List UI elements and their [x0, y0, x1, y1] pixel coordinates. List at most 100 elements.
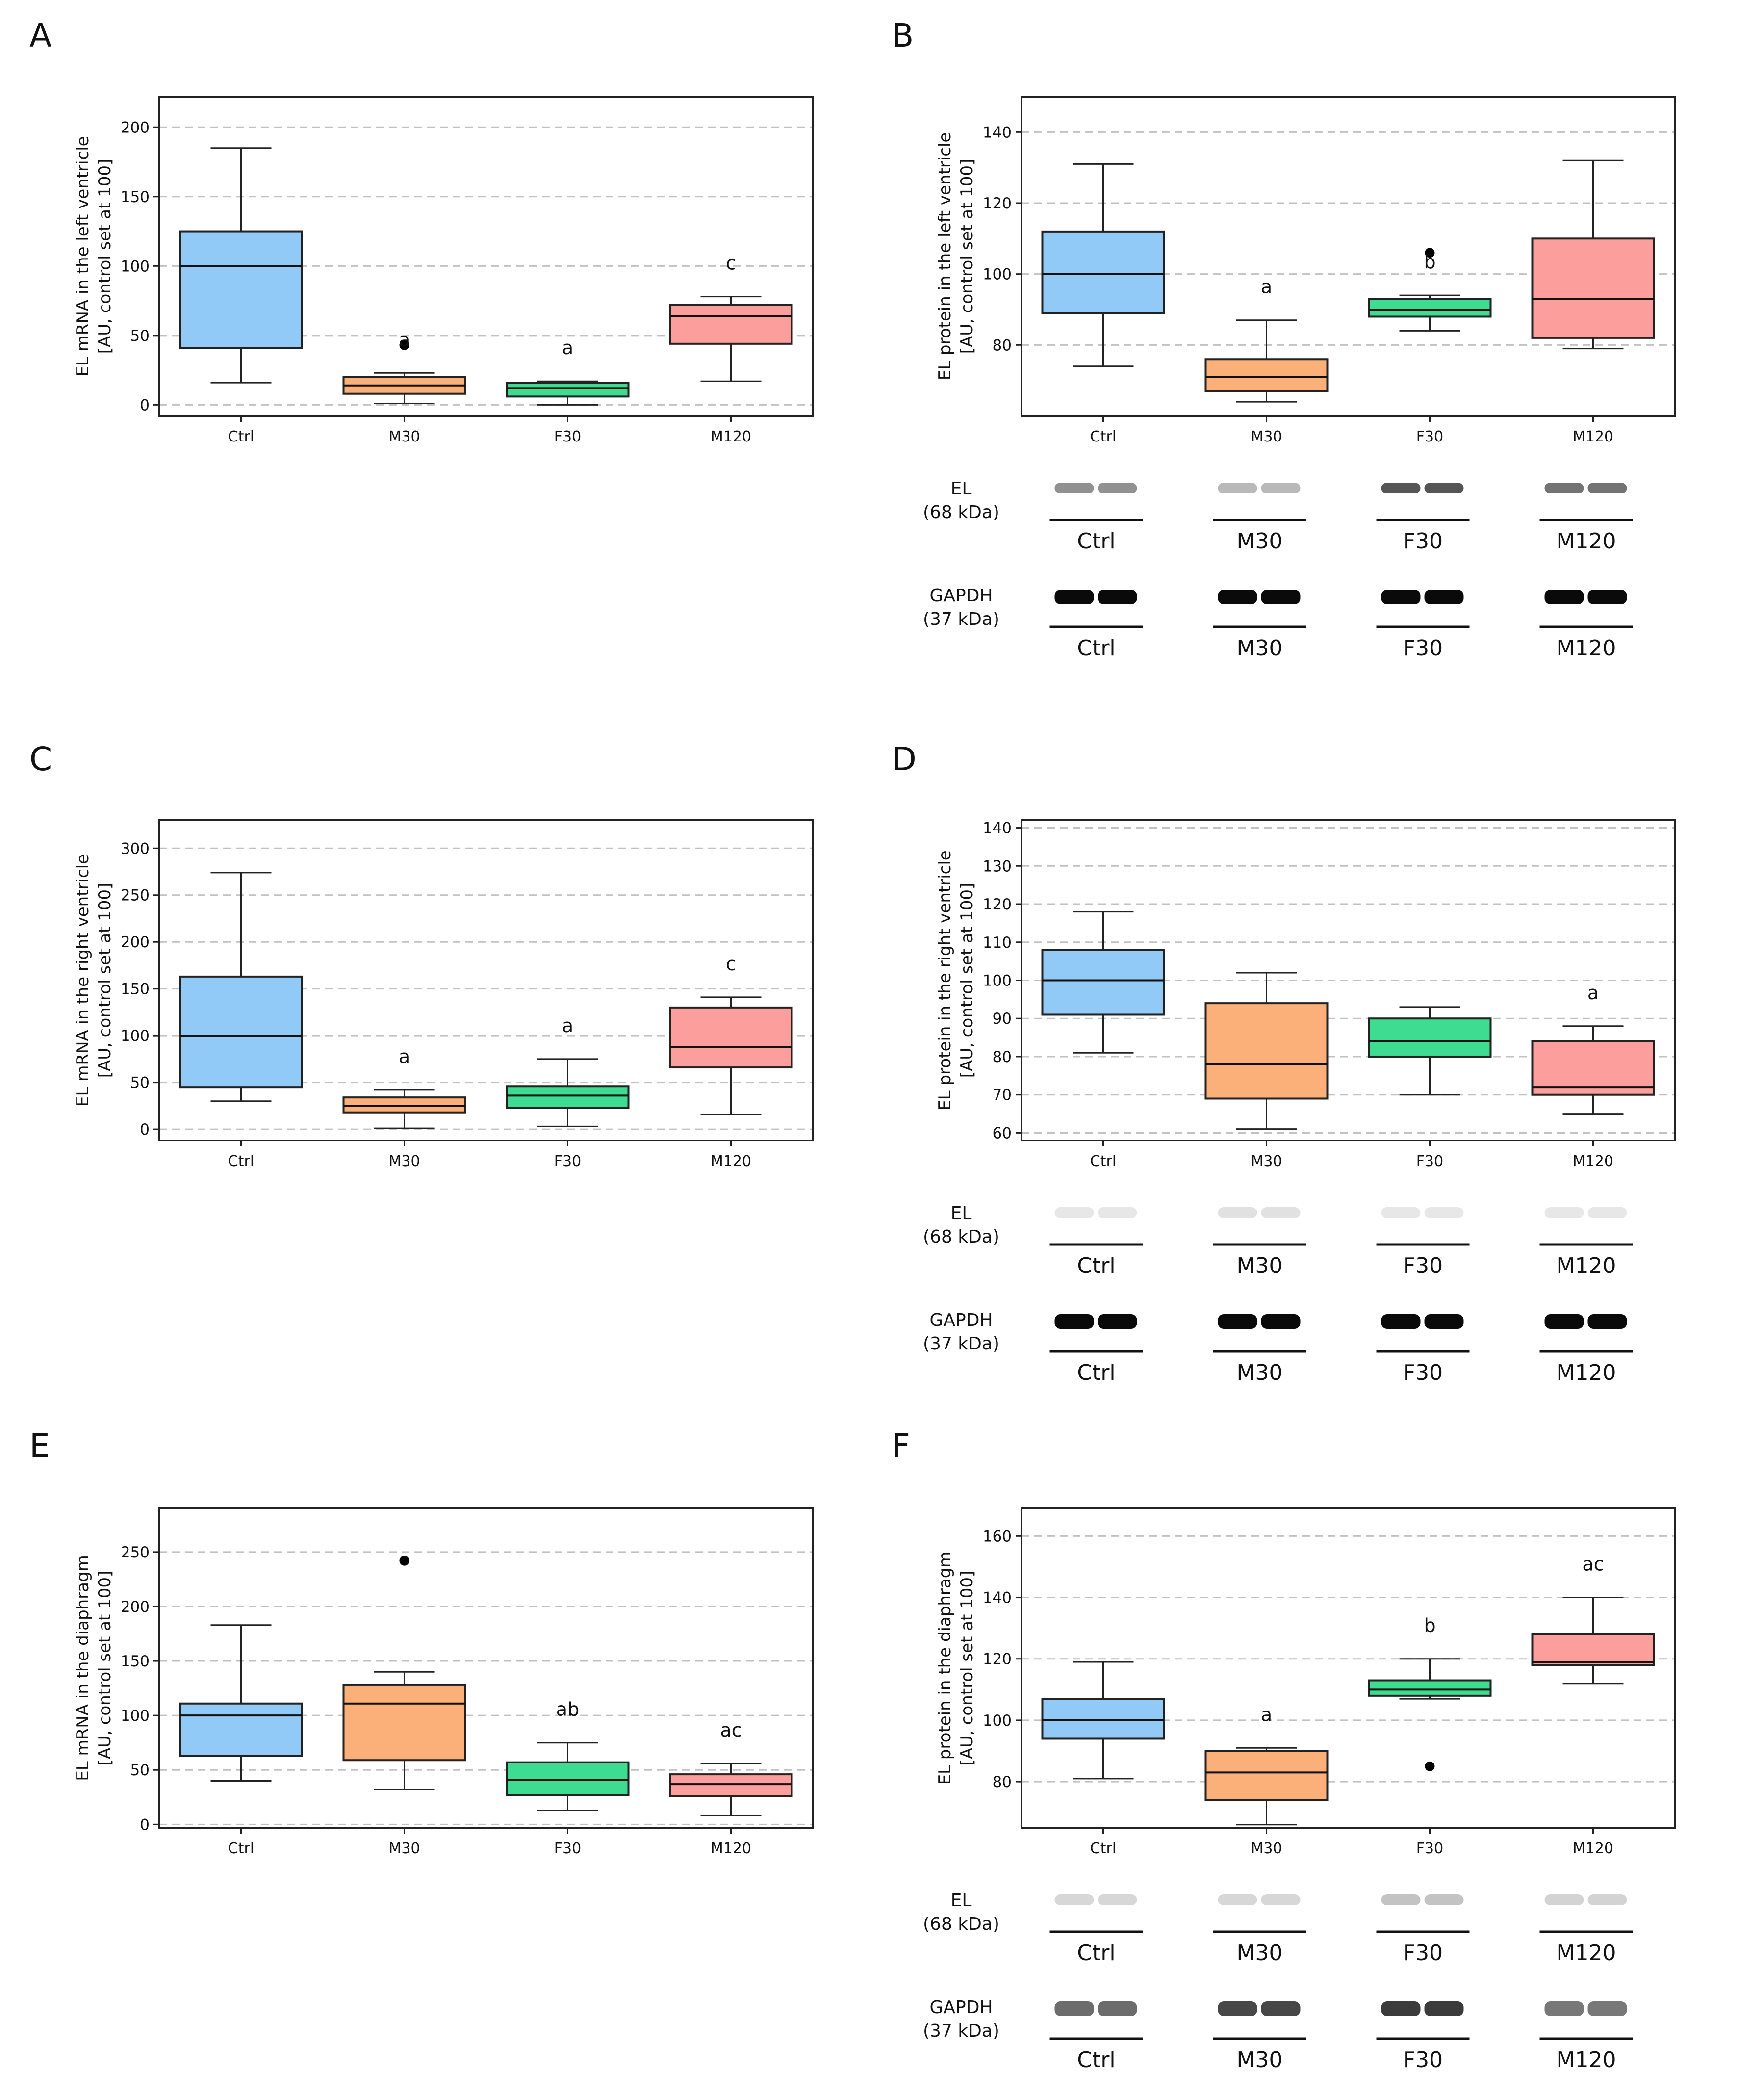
panel-label: B [892, 17, 914, 54]
blot-label-gapdh: GAPDH [929, 586, 993, 606]
x-tick-label: F30 [1416, 428, 1443, 445]
blot-lane-label: M30 [1237, 2048, 1283, 2073]
box-M120: c [669, 253, 793, 382]
western-blot: EL (68 kDa) Ctrl M30 F30 M120 GAPDH (37 kDa) Ctr… [923, 1891, 1633, 2073]
blot-band [1587, 1207, 1627, 1218]
y-tick-label: 80 [993, 1048, 1012, 1066]
box-iqr [669, 1006, 793, 1069]
blot-band [1424, 590, 1464, 604]
x-tick-label: F30 [554, 1840, 581, 1857]
outlier-point [1425, 1761, 1435, 1771]
y-tick-label: 80 [993, 337, 1012, 354]
y-tick-label: 100 [983, 266, 1012, 284]
y-tick-label: 50 [130, 327, 150, 345]
blot-label-gapdh: GAPDH [929, 1310, 993, 1330]
y-tick-label: 120 [983, 896, 1012, 913]
panel-label: A [29, 17, 51, 54]
box-Ctrl [179, 1624, 303, 1782]
y-tick-label: 50 [130, 1074, 150, 1092]
box-M30: a [1204, 1704, 1329, 1826]
blot-band [1424, 1894, 1464, 1905]
significance-letter: ab [556, 1699, 579, 1720]
blot-band [1218, 1314, 1257, 1329]
box-iqr [506, 382, 630, 398]
y-axis-label-units: [AU, control set at 100] [95, 883, 115, 1078]
blot-band [1098, 2001, 1137, 2016]
box-Ctrl [179, 872, 303, 1102]
box-M30: a [1204, 276, 1329, 403]
box-F30: a [506, 1015, 630, 1127]
y-tick-label: 120 [983, 195, 1012, 212]
box-iqr [1204, 1002, 1329, 1100]
blot-lane-label: F30 [1403, 529, 1443, 554]
significance-letter: a [1261, 276, 1272, 298]
box-M120: a [1531, 982, 1655, 1115]
x-tick-label: M30 [388, 1840, 420, 1857]
blot-band [1261, 1894, 1301, 1905]
y-axis-label: EL protein in the left ventricle [935, 132, 955, 381]
blot-band [1218, 1207, 1257, 1218]
y-tick-label: 140 [983, 1589, 1012, 1607]
axes-frame [1021, 1507, 1676, 1829]
blot-lane-label: M120 [1557, 529, 1616, 554]
blot-band [1381, 483, 1421, 493]
box-F30 [1368, 1006, 1492, 1096]
box-M30 [342, 1556, 466, 1790]
y-axis-label-units: [AU, control set at 100] [957, 1571, 977, 1766]
box-Ctrl [1041, 1661, 1165, 1780]
box-Ctrl [1041, 163, 1165, 367]
blot-band [1054, 1894, 1094, 1905]
y-tick-label: 250 [121, 1544, 150, 1561]
x-tick-label: Ctrl [1090, 1840, 1116, 1857]
box-iqr [342, 1684, 466, 1762]
significance-letter: a [1587, 982, 1599, 1004]
y-axis-label-units: [AU, control set at 100] [957, 883, 977, 1078]
panel-E: E Ctrl M30 ab F30 ac M120 0 50 100 150 200 250 EL mRN… [29, 1427, 814, 1857]
blot-lane-label: Ctrl [1077, 636, 1115, 661]
blot-band [1098, 483, 1137, 493]
blot-kda-gapdh: (37 kDa) [923, 2021, 999, 2041]
box-iqr [1368, 1017, 1492, 1058]
box-M30: a [342, 1046, 466, 1129]
blot-lane-label: Ctrl [1077, 2048, 1115, 2073]
blot-band [1054, 483, 1094, 493]
box-iqr [179, 230, 303, 349]
blot-lane-label: M120 [1557, 1941, 1616, 1966]
y-axis-label: EL protein in the diaphragm [935, 1552, 955, 1785]
box-F30: b [1368, 248, 1492, 332]
blot-band [1587, 2001, 1627, 2016]
blot-band [1544, 2001, 1584, 2016]
blot-band [1424, 483, 1464, 493]
blot-label-gapdh: GAPDH [929, 1997, 993, 2018]
blot-band [1544, 483, 1584, 493]
y-tick-label: 110 [983, 934, 1012, 952]
box-iqr [669, 1773, 793, 1797]
blot-band [1544, 1314, 1584, 1329]
box-iqr [179, 975, 303, 1089]
blot-band [1381, 1314, 1421, 1329]
blot-kda-el: (68 kDa) [923, 1227, 999, 1247]
western-blot: EL (68 kDa) Ctrl M30 F30 M120 GAPDH (37 kDa) Ctr… [923, 479, 1633, 661]
x-tick-label: F30 [554, 428, 581, 445]
panel-D: D Ctrl M30 F30 a M120 60 70 80 90 100 110 120 130 140 E… [892, 740, 1676, 1385]
significance-letter: a [399, 1046, 410, 1067]
box-iqr [1531, 1040, 1655, 1096]
y-tick-label: 200 [121, 1598, 150, 1616]
box-M120 [1531, 159, 1655, 350]
blot-band [1054, 1207, 1094, 1218]
x-tick-label: M120 [1573, 1840, 1613, 1857]
box-iqr [1368, 298, 1492, 318]
blot-label-el: EL [951, 479, 972, 499]
blot-band [1261, 483, 1301, 493]
box-iqr [1204, 358, 1329, 392]
y-axis-label: EL mRNA in the diaphragm [73, 1555, 93, 1781]
axes-frame [158, 1507, 814, 1829]
y-tick-label: 80 [993, 1773, 1012, 1791]
x-tick-label: Ctrl [1090, 428, 1116, 445]
x-tick-label: F30 [1416, 1153, 1443, 1170]
blot-band [1424, 2001, 1464, 2016]
panel-A: A Ctrl a M30 a F30 c M120 0 50 100 150 200 EL mRNA in… [29, 17, 814, 445]
box-iqr [669, 304, 793, 345]
axes-frame [158, 819, 814, 1141]
significance-letter: ac [720, 1719, 741, 1741]
